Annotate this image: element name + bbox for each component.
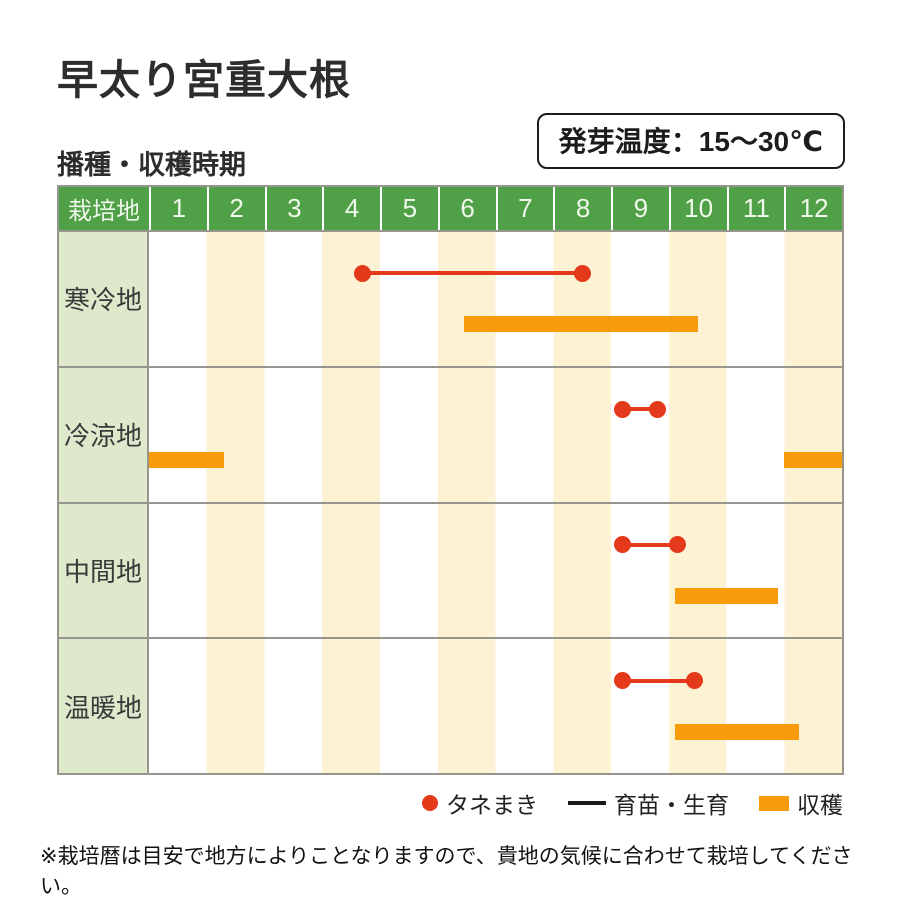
month-header-cell: 10 <box>668 187 727 230</box>
month-header-cell: 9 <box>611 187 669 230</box>
calendar-row-温暖地: 温暖地 <box>59 637 842 773</box>
legend-item-sow: タネまき <box>422 786 538 820</box>
legend-grow-label: 育苗・生育 <box>614 792 729 818</box>
sowing-growth-line <box>622 678 695 683</box>
region-plot-area <box>149 503 842 638</box>
sowing-dot <box>668 536 686 554</box>
sowing-dot <box>614 672 632 690</box>
sowing-growth-line <box>362 271 583 276</box>
page-title: 早太り宮重大根 <box>57 57 351 103</box>
month-header-cell: 11 <box>726 187 785 230</box>
sowing-dot <box>648 400 666 418</box>
germination-temperature-text: 発芽温度：15～30℃ <box>558 126 823 157</box>
month-header-cell: 5 <box>380 187 438 230</box>
harvest-bar-icon <box>759 795 789 811</box>
section-label: 播種・収穫時期 <box>57 150 246 180</box>
harvest-bar <box>674 587 779 604</box>
legend-item-grow: 育苗・生育 <box>568 786 729 820</box>
legend-sow-label: タネまき <box>446 792 538 818</box>
region-label: 中間地 <box>59 503 149 638</box>
region-label: 冷涼地 <box>59 367 149 502</box>
harvest-bar <box>463 316 698 333</box>
sowing-growth-line <box>622 407 658 412</box>
harvest-bar <box>674 723 799 740</box>
month-header-cell: 2 <box>206 187 265 230</box>
sowing-dot <box>573 264 591 282</box>
month-header-cell: 7 <box>495 187 554 230</box>
planting-calendar-table: 栽培地 1 2 3 4 5 6 7 8 9 10 11 12 寒冷地 冷涼地 中間地 温暖地 <box>57 185 844 775</box>
month-header-cell: 1 <box>149 187 207 230</box>
sowing-growth-line <box>622 542 678 547</box>
sowing-dot <box>614 400 632 418</box>
calendar-row-中間地: 中間地 <box>59 501 842 638</box>
sowing-dot <box>354 264 372 282</box>
growth-line-icon <box>568 801 606 805</box>
calendar-header-row: 栽培地 1 2 3 4 5 6 7 8 9 10 11 12 <box>59 187 842 230</box>
region-plot-area <box>149 639 842 773</box>
sow-dot-icon <box>422 795 438 811</box>
sowing-dot <box>686 672 704 690</box>
germination-temperature-badge: 発芽温度：15～30℃ <box>536 113 845 169</box>
month-header-cell: 12 <box>784 187 842 230</box>
month-header-cell: 3 <box>264 187 323 230</box>
harvest-bar <box>149 452 225 469</box>
footnote: ※栽培暦は目安で地方によりことなりますので、貴地の気候に合わせて栽培してください… <box>40 845 853 898</box>
legend-item-harvest: 収穫 <box>759 786 843 820</box>
legend-harvest-label: 収穫 <box>797 792 843 818</box>
month-header-cell: 8 <box>553 187 611 230</box>
region-label: 寒冷地 <box>59 232 149 366</box>
region-label: 温暖地 <box>59 639 149 773</box>
sowing-dot <box>614 536 632 554</box>
month-header-cell: 6 <box>437 187 496 230</box>
month-header-cell: 4 <box>322 187 380 230</box>
corner-cell-region: 栽培地 <box>68 198 140 225</box>
calendar-row-寒冷地: 寒冷地 <box>59 232 842 366</box>
legend: タネまき 育苗・生育 収穫 <box>422 786 843 820</box>
calendar-body: 寒冷地 冷涼地 中間地 温暖地 <box>59 230 842 773</box>
calendar-row-冷涼地: 冷涼地 <box>59 365 842 502</box>
region-plot-area <box>149 367 842 502</box>
region-plot-area <box>149 232 842 366</box>
harvest-bar <box>784 452 842 469</box>
